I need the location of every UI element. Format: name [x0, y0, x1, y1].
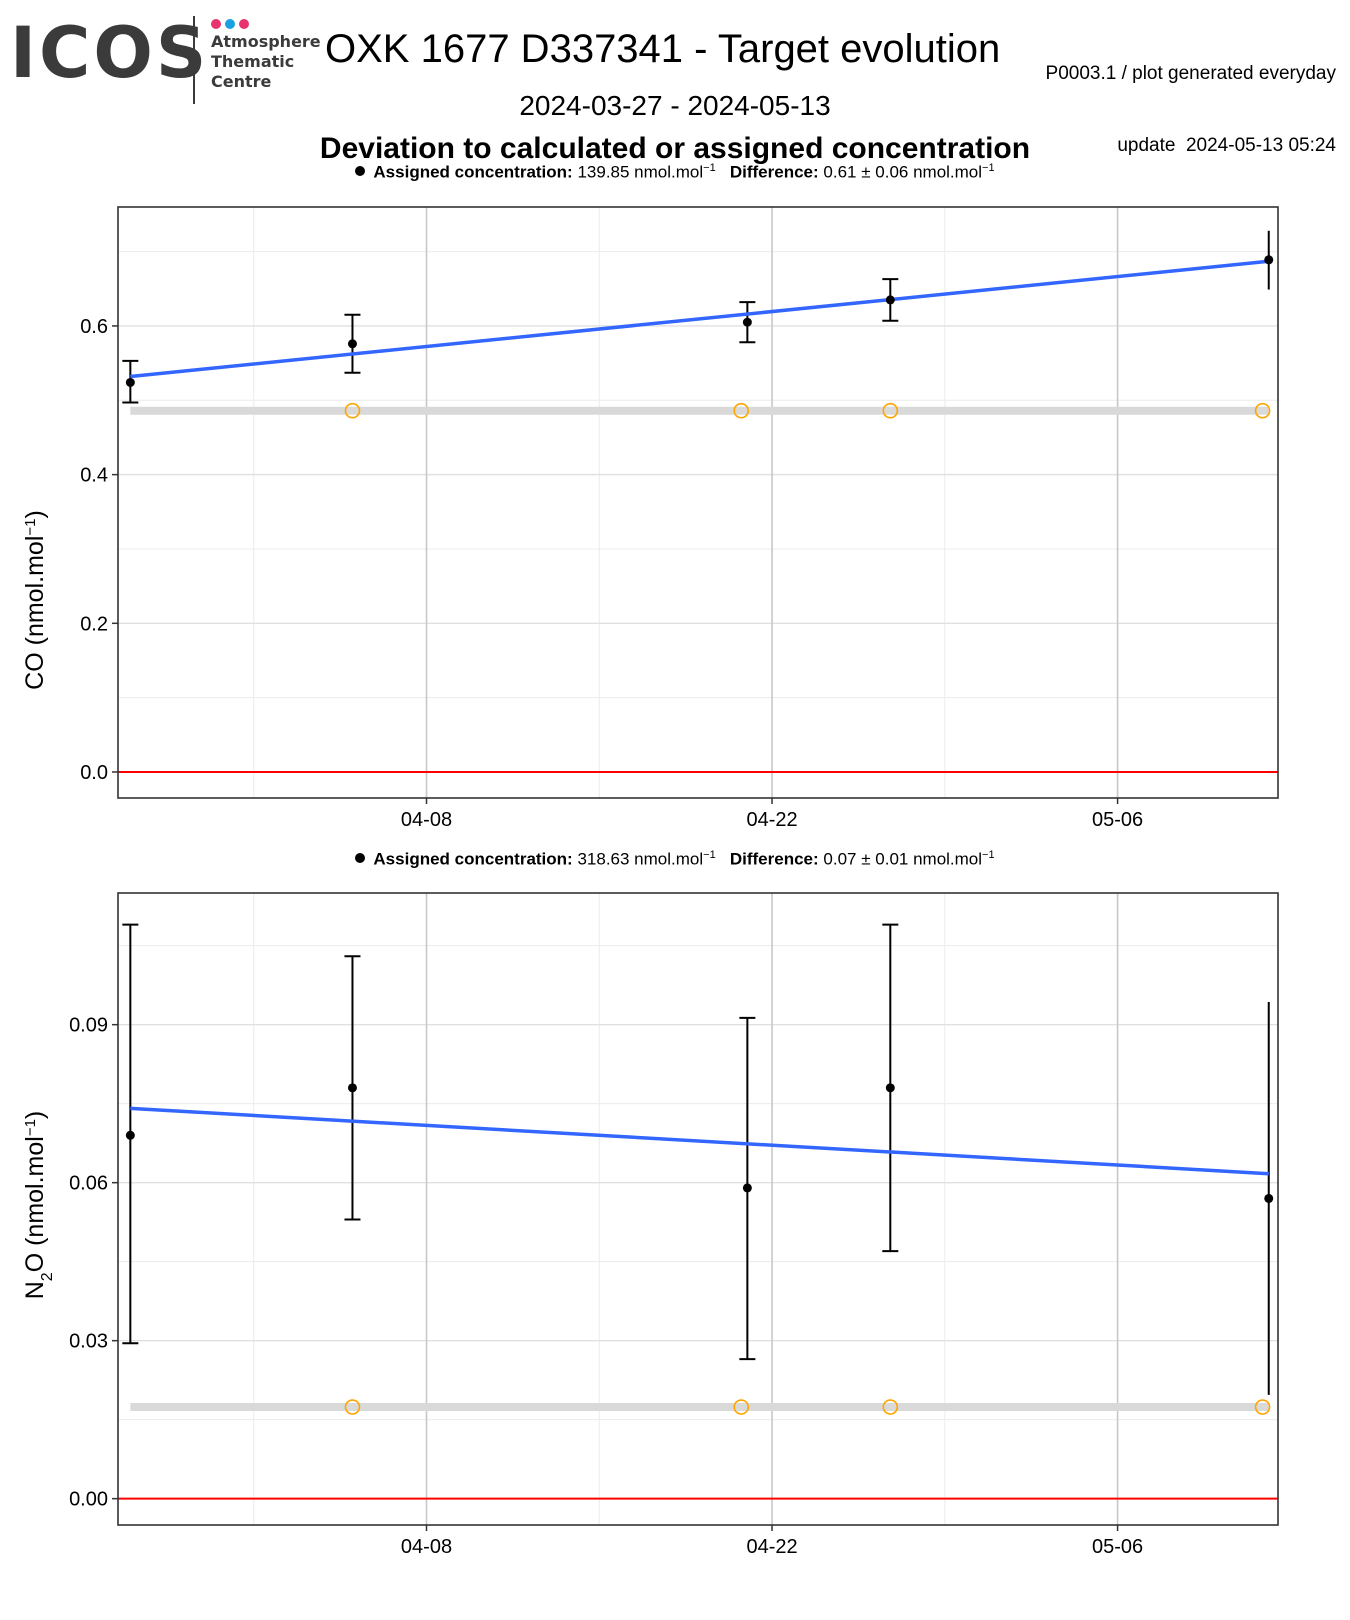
- plot-background: [118, 893, 1278, 1525]
- legend-assigned-label: Assigned concentration:: [373, 162, 573, 182]
- data-point: [742, 1183, 752, 1193]
- x-tick-label: 04-22: [746, 809, 797, 831]
- legend-unit-sup: −1: [982, 162, 995, 174]
- data-point: [1264, 1193, 1274, 1203]
- assigned-marker: [882, 1399, 899, 1415]
- x-tick-label: 05-06: [1092, 809, 1143, 831]
- data-point: [125, 1130, 135, 1140]
- x-tick-label: 04-22: [746, 1536, 797, 1558]
- data-point: [885, 1083, 895, 1093]
- trend-line: [130, 1106, 1269, 1176]
- data-point: [125, 377, 135, 387]
- n2o-legend: Assigned concentration: 318.63 nmol.mol−…: [0, 849, 1350, 870]
- meta-generated: P0003.1 / plot generated everyday: [1045, 63, 1336, 84]
- y-tick-label: 0.06: [69, 1173, 108, 1195]
- y-tick-label: 0.2: [80, 613, 108, 635]
- plot-meta: P0003.1 / plot generated everyday update…: [1046, 14, 1336, 182]
- legend-difference-label: Difference:: [729, 162, 819, 182]
- data-point: [742, 317, 752, 327]
- n2o-ylabel-main: N: [21, 1281, 49, 1299]
- assigned-marker: [344, 1399, 361, 1415]
- legend-assigned-label: Assigned concentration:: [373, 849, 573, 869]
- legend-assigned-value: 318.63 nmol.mol: [577, 849, 704, 869]
- y-tick-label: 0.09: [69, 1015, 108, 1037]
- assigned-marker: [733, 1399, 749, 1415]
- assigned-marker: [1254, 1399, 1271, 1415]
- y-tick-label: 0.03: [69, 1331, 108, 1353]
- logo-line-1: Atmosphere: [211, 32, 321, 51]
- data-point: [347, 1083, 357, 1093]
- legend-difference-value: 0.61 ± 0.06 nmol.mol: [823, 162, 983, 182]
- n2o-ylabel-sup: −1: [22, 1119, 39, 1136]
- legend-difference-label: Difference:: [729, 849, 819, 869]
- legend-unit-sup: −1: [982, 849, 995, 861]
- logo-dot: [239, 19, 249, 29]
- plot-border: [117, 206, 1279, 799]
- logo-dot: [225, 19, 235, 29]
- assigned-marker: [882, 402, 899, 419]
- plot-area: 0.0 0.2 0.4 0.6 04-08 04-22 05-06: [80, 206, 1279, 831]
- n2o-y-axis-title: N2O (nmol.mol−1): [21, 1111, 56, 1300]
- n2o-ylabel-mid: O (nmol.mol: [21, 1136, 49, 1272]
- logo-subtitle: Atmosphere Thematic Centre: [211, 32, 321, 92]
- co-ylabel-end: ): [21, 510, 49, 518]
- legend-point-icon: [355, 852, 366, 863]
- icos-logo-text: ICOS: [10, 12, 210, 94]
- legend-assigned-value: 139.85 nmol.mol: [577, 162, 704, 182]
- logo-dot: [211, 19, 221, 29]
- x-tick-label: 04-08: [401, 809, 452, 831]
- plot-border: [117, 892, 1279, 1526]
- co-legend: Assigned concentration: 139.85 nmol.mol−…: [0, 162, 1350, 183]
- y-tick-label: 0.6: [80, 316, 108, 338]
- chart-subtitle: Deviation to calculated or assigned conc…: [319, 132, 1031, 165]
- y-tick-label: 0.4: [80, 465, 108, 487]
- n2o-ylabel-sub: 2: [39, 1272, 56, 1281]
- legend-difference-value: 0.07 ± 0.01 nmol.mol: [823, 849, 983, 869]
- logo-separator: [193, 16, 195, 104]
- data-point: [347, 339, 357, 349]
- co-deviation-chart: CO (nmol.mol−1) 0.0 0.2 0.4 0.6 04-08 04-22 05…: [21, 206, 1279, 831]
- data-point: [885, 295, 895, 305]
- n2o-deviation-chart: N2O (nmol.mol−1) 0.00 0.03 0.06 0.09 04-08 04…: [21, 892, 1279, 1558]
- page-title: OXK 1677 D337341 - Target evolution: [325, 27, 1001, 71]
- co-y-axis-title: CO (nmol.mol−1): [21, 510, 49, 690]
- logo-line-2: Thematic: [211, 52, 295, 71]
- meta-update: update 2024-05-13 05:24: [1117, 135, 1336, 156]
- legend-unit-sup: −1: [703, 849, 716, 861]
- plot-background: [118, 207, 1278, 798]
- date-period: 2024-03-27 - 2024-05-13: [519, 90, 831, 121]
- assigned-marker: [1254, 402, 1271, 419]
- legend-point-icon: [355, 165, 366, 176]
- logo-line-3: Centre: [211, 72, 272, 91]
- x-tick-label: 05-06: [1092, 1536, 1143, 1558]
- y-tick-label: 0.0: [80, 762, 108, 784]
- logo-dots-icon: [211, 16, 253, 29]
- co-ylabel-sup: −1: [22, 519, 39, 536]
- trend-line: [130, 259, 1269, 379]
- assigned-marker: [344, 402, 361, 419]
- co-ylabel-main: CO (nmol.mol: [21, 536, 49, 690]
- n2o-ylabel-end: ): [21, 1111, 49, 1119]
- data-point: [1264, 255, 1274, 265]
- plot-area: 0.00 0.03 0.06 0.09 04-08 04-22 05-06: [69, 892, 1279, 1558]
- x-tick-label: 04-08: [401, 1536, 452, 1558]
- legend-unit-sup: −1: [703, 162, 716, 174]
- y-tick-label: 0.00: [69, 1489, 108, 1511]
- assigned-marker: [733, 402, 749, 419]
